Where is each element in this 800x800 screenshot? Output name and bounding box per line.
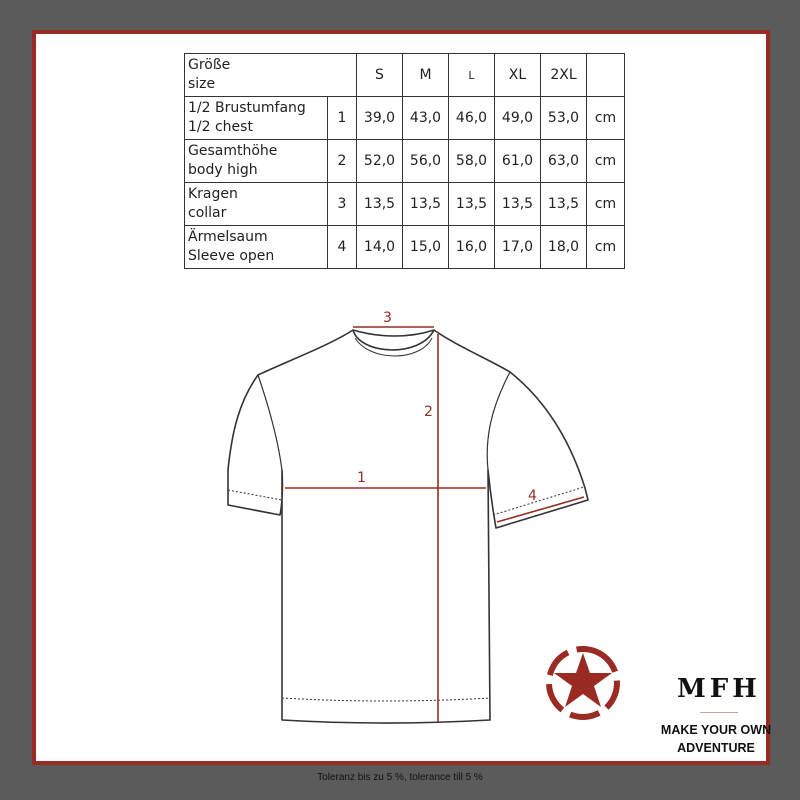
label-en: Sleeve open [188, 248, 275, 264]
size-value: 13,5 [356, 182, 403, 226]
table-row: 1/2 Brustumfang 1/2 chest 1 39,0 43,0 46,0 49,… [184, 96, 625, 140]
logo-divider [700, 712, 738, 713]
measure-lines [285, 326, 585, 722]
size-value: 14,0 [356, 225, 403, 269]
label-de: Ärmelsaum [188, 229, 268, 245]
measure-label-2: 2 [424, 404, 433, 420]
tshirt-diagram: 1 2 3 4 [227, 310, 620, 724]
size-value: 39,0 [356, 96, 403, 140]
size-value: 15,0 [402, 225, 449, 269]
logo-name: MFH [677, 674, 761, 704]
label-de: 1/2 Brustumfang [188, 100, 306, 116]
size-chart-frame: Größe size S M L XL 2XL 1/2 Brustumfang 1/… [32, 30, 771, 765]
measure-label-4: 4 [528, 488, 537, 504]
unit: cm [586, 182, 625, 226]
tagline-line-1: MAKE YOUR OWN [660, 723, 772, 737]
size-value: 56,0 [402, 139, 449, 183]
table-row: Gesamthöhe body high 2 52,0 56,0 58,0 61,0 63,0… [184, 139, 625, 183]
size-value: 13,5 [540, 182, 587, 226]
size-value: 58,0 [448, 139, 495, 183]
size-value: 43,0 [402, 96, 449, 140]
label-de: Gesamthöhe [188, 143, 278, 159]
table-header-row: Größe size S M L XL 2XL [184, 53, 625, 97]
unit: cm [586, 96, 625, 140]
size-value: 18,0 [540, 225, 587, 269]
size-value: 13,5 [402, 182, 449, 226]
table-row: Kragen collar 3 13,5 13,5 13,5 13,5 13,5 cm [184, 182, 625, 226]
size-value: 16,0 [448, 225, 495, 269]
table-row: Ärmelsaum Sleeve open 4 14,0 15,0 16,0 17,0 18,… [184, 225, 625, 269]
size-table: Größe size S M L XL 2XL 1/2 Brustumfang 1/… [184, 53, 625, 269]
size-2xl: 2XL [540, 53, 587, 97]
label-en: body high [188, 162, 258, 178]
measure-line-sleeve [496, 496, 585, 523]
label-en: collar [188, 205, 227, 221]
measure-number: 3 [327, 182, 357, 226]
size-value: 63,0 [540, 139, 587, 183]
size-s: S [356, 53, 403, 97]
label-de: Größe [188, 57, 231, 73]
tolerance-note: Toleranz bis zu 5 %, tolerance till 5 % [317, 772, 483, 783]
size-value: 13,5 [448, 182, 495, 226]
unit: cm [586, 225, 625, 269]
unit: cm [586, 139, 625, 183]
measure-label-1: 1 [357, 470, 366, 486]
size-value: 61,0 [494, 139, 541, 183]
row-label: 1/2 Brustumfang 1/2 chest [184, 96, 328, 140]
tagline-line-2: ADVENTURE [677, 741, 755, 755]
label-en: size [188, 76, 216, 92]
size-xl: XL [494, 53, 541, 97]
row-label: Gesamthöhe body high [184, 139, 328, 183]
size-l: L [448, 53, 495, 97]
size-value: 13,5 [494, 182, 541, 226]
star-logo-icon [546, 646, 620, 720]
row-label: Ärmelsaum Sleeve open [184, 225, 328, 269]
row-label: Kragen collar [184, 182, 328, 226]
size-value: 53,0 [540, 96, 587, 140]
measure-label-3: 3 [383, 310, 392, 326]
label-en: 1/2 chest [188, 119, 253, 135]
size-value: 17,0 [494, 225, 541, 269]
tshirt-outline [227, 329, 589, 724]
label-de: Kragen [188, 186, 238, 202]
unit-header [586, 53, 625, 97]
size-header-label: Größe size [184, 53, 357, 97]
logo-tagline: MAKE YOUR OWN ADVENTURE [654, 721, 778, 757]
